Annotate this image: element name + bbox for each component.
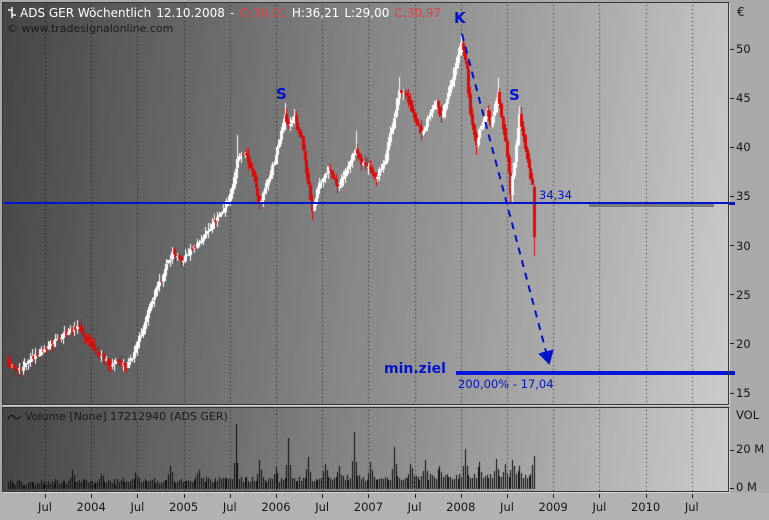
x-tick-label: Jul [222, 500, 237, 514]
volume-tick-mark [730, 487, 734, 489]
y-tick-label: 35 [736, 189, 751, 204]
y-tick-mark [730, 195, 734, 197]
open-value: O:36,01 [239, 6, 287, 20]
volume-tick-label: 0 M [736, 480, 757, 494]
x-tick-mark [229, 494, 231, 498]
watermark: © www.tradesignalonline.com [7, 22, 174, 35]
x-tick-label: Jul [592, 500, 607, 514]
y-tick-mark [730, 294, 734, 296]
x-tick-mark [276, 494, 277, 498]
x-tick-label: Jul [684, 500, 699, 514]
y-tick-label: 50 [736, 42, 751, 56]
volume-bars-canvas[interactable] [3, 408, 728, 491]
y-tick-mark [730, 146, 734, 148]
volume-tick-mark [730, 449, 734, 451]
close-value: C:30,97 [394, 6, 442, 20]
y-tick-mark [730, 343, 734, 345]
target-price-line[interactable] [456, 370, 728, 375]
currency-label: € [737, 5, 745, 19]
x-tick-mark [553, 494, 555, 498]
x-tick-label: 2007 [353, 500, 384, 514]
neckline-value-label[interactable]: 34,34 [539, 188, 572, 202]
x-tick-mark [137, 494, 139, 498]
y-tick-label: 25 [736, 287, 751, 302]
wave-icon [7, 414, 22, 420]
x-tick-label: 2006 [261, 500, 291, 514]
x-tick-mark [368, 494, 370, 498]
x-tick-label: Jul [407, 500, 422, 514]
target-title-label[interactable]: min.ziel [384, 361, 446, 377]
neckline-axis-marker [729, 201, 735, 205]
volume-tick-label: 20 M [736, 442, 765, 456]
x-tick-mark [460, 494, 462, 498]
x-tick-label: Jul [130, 500, 145, 514]
x-tick-label: 2005 [168, 500, 199, 514]
x-tick-mark [414, 494, 416, 498]
target-axis-marker [729, 370, 735, 375]
volume-header: Volume [None] 17212940 (ADS GER) [7, 410, 228, 423]
x-tick-label: Jul [315, 500, 330, 514]
x-tick-mark [507, 494, 508, 498]
symbol-label: ADS GER Wöchentlich [20, 6, 152, 20]
y-tick-mark [730, 97, 734, 99]
secondary-gray-line [589, 203, 714, 207]
x-tick-mark [183, 494, 185, 498]
y-tick-label: 40 [736, 140, 751, 155]
time-axis[interactable]: Jul 2004 Jul 2005 Jul 2006 Jul 2007 Jul 2008 Jul 20… [0, 493, 769, 520]
x-tick-mark [691, 494, 693, 498]
x-tick-mark [45, 494, 46, 498]
chart-title: ADS GER Wöchentlich 12.10.2008- O:36,01 H:3… [7, 6, 446, 20]
low-value: L:29,00 [344, 6, 390, 20]
y-tick-mark [730, 48, 734, 50]
x-tick-label: Jul [38, 500, 52, 514]
volume-header-label: Volume [None] 17212940 (ADS GER) [25, 410, 228, 423]
y-tick-label: 20 [736, 336, 751, 351]
high-value: H:36,21 [291, 6, 340, 20]
right-shoulder-label[interactable]: S [509, 86, 520, 104]
x-tick-mark [322, 494, 324, 498]
volume-pane[interactable]: Volume [None] 17212940 (ADS GER) [2, 407, 729, 492]
y-tick-label: 15 [736, 386, 751, 400]
price-pane[interactable]: ADS GER Wöchentlich 12.10.2008- O:36,01 H:3… [2, 2, 729, 405]
y-tick-mark [730, 392, 734, 394]
x-tick-label: Jul [500, 500, 514, 514]
x-tick-mark [599, 494, 601, 498]
date-label: 12.10.2008 [156, 6, 225, 20]
separator: - [229, 6, 235, 20]
y-tick-label: 45 [736, 91, 751, 106]
x-tick-label: 2010 [630, 500, 661, 514]
left-shoulder-label[interactable]: S [276, 85, 287, 103]
target-detail-label[interactable]: 200,00% - 17,04 [458, 377, 554, 391]
x-tick-label: 2004 [76, 500, 106, 514]
ohlc-bar-icon [8, 7, 16, 18]
x-tick-label: 2008 [446, 500, 476, 514]
y-tick-label: 30 [736, 238, 751, 253]
x-tick-mark [645, 494, 647, 498]
x-tick-mark [91, 494, 93, 498]
neckline-line[interactable] [4, 201, 728, 204]
head-label[interactable]: K [454, 9, 466, 27]
volume-axis-title: VOL [736, 408, 760, 422]
y-tick-mark [730, 245, 734, 247]
x-tick-label: 2009 [538, 500, 568, 514]
